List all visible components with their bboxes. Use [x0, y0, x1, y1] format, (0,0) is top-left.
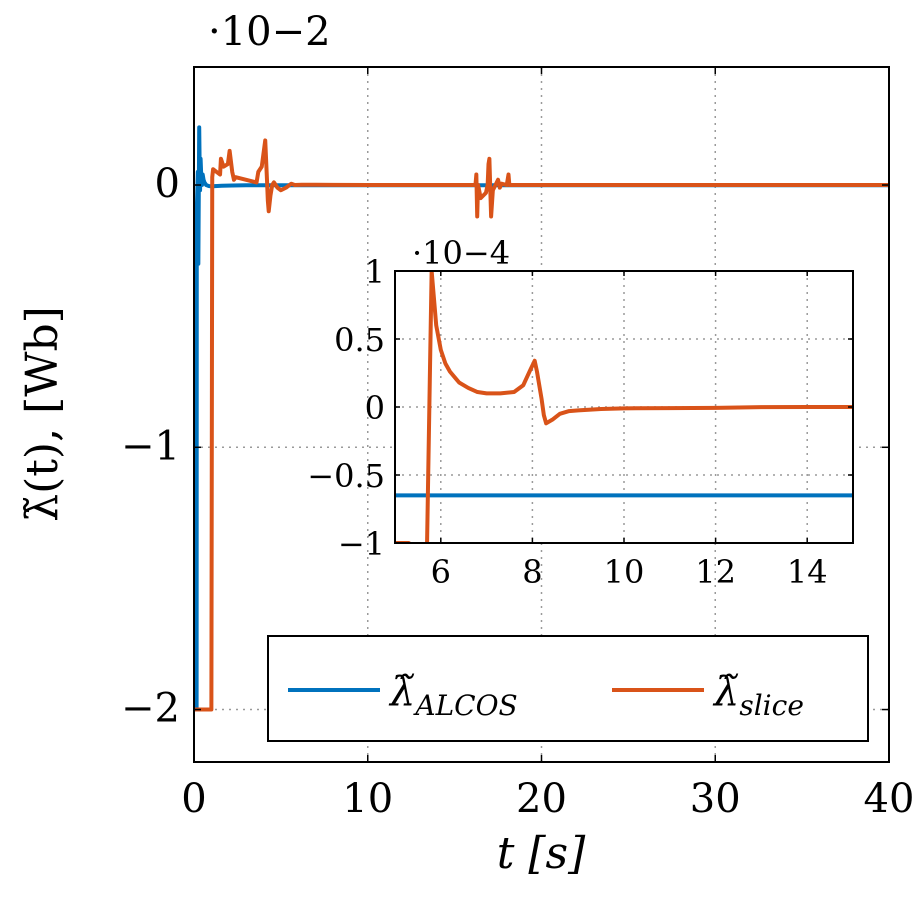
inset-y-tick-label: 1 [365, 253, 385, 291]
inset-y-tick-label: 0.5 [334, 321, 385, 359]
inset-y-tick-label: 0 [365, 389, 385, 427]
inset-x-tick-label: 12 [695, 553, 736, 591]
inset-series [395, 271, 853, 543]
y-axis-label: λ̃(t), [Wb] [17, 306, 68, 522]
inset-y-tick-label: −1 [338, 525, 385, 563]
inset-x-tick-label: 14 [787, 553, 828, 591]
main-y-tick-label: −2 [121, 686, 180, 732]
inset-x-tick-label: 10 [604, 553, 645, 591]
legend-label-alcos: λ̃ALCOS [388, 669, 518, 722]
main-x-ticks: 0 10 20 30 40 [181, 67, 914, 822]
main-series [194, 125, 889, 712]
main-y-tick-label: −1 [121, 423, 180, 469]
inset-x-tick-label: 6 [431, 553, 451, 591]
inset-y-ticks: −1 −0.5 0 0.5 1 [307, 253, 853, 563]
inset-series-line-slice [395, 271, 853, 543]
legend-label-slice: λ̃slice [712, 669, 804, 722]
main-x-tick-label: 10 [342, 776, 393, 822]
x-axis-label: t [s] [497, 828, 586, 879]
main-y-ticks: −2 −1 0 [121, 161, 889, 732]
inset-y-tick-label: −0.5 [307, 457, 385, 495]
main-x-tick-label: 30 [690, 776, 741, 822]
main-x-tick-label: 0 [181, 776, 206, 822]
inset-x-ticks: 6 8 10 12 14 [431, 271, 828, 591]
legend: λ̃ALCOS λ̃slice [267, 635, 869, 742]
main-scale-label: ·10−2 [208, 9, 331, 55]
main-series-line-alcos [194, 125, 889, 712]
inset-scale-label: ·10−4 [412, 234, 510, 272]
main-y-tick-label: 0 [155, 161, 180, 207]
main-series-line-slice [194, 138, 889, 712]
main-x-tick-label: 40 [864, 776, 915, 822]
inset-x-tick-label: 8 [522, 553, 542, 591]
main-x-tick-label: 20 [516, 776, 567, 822]
